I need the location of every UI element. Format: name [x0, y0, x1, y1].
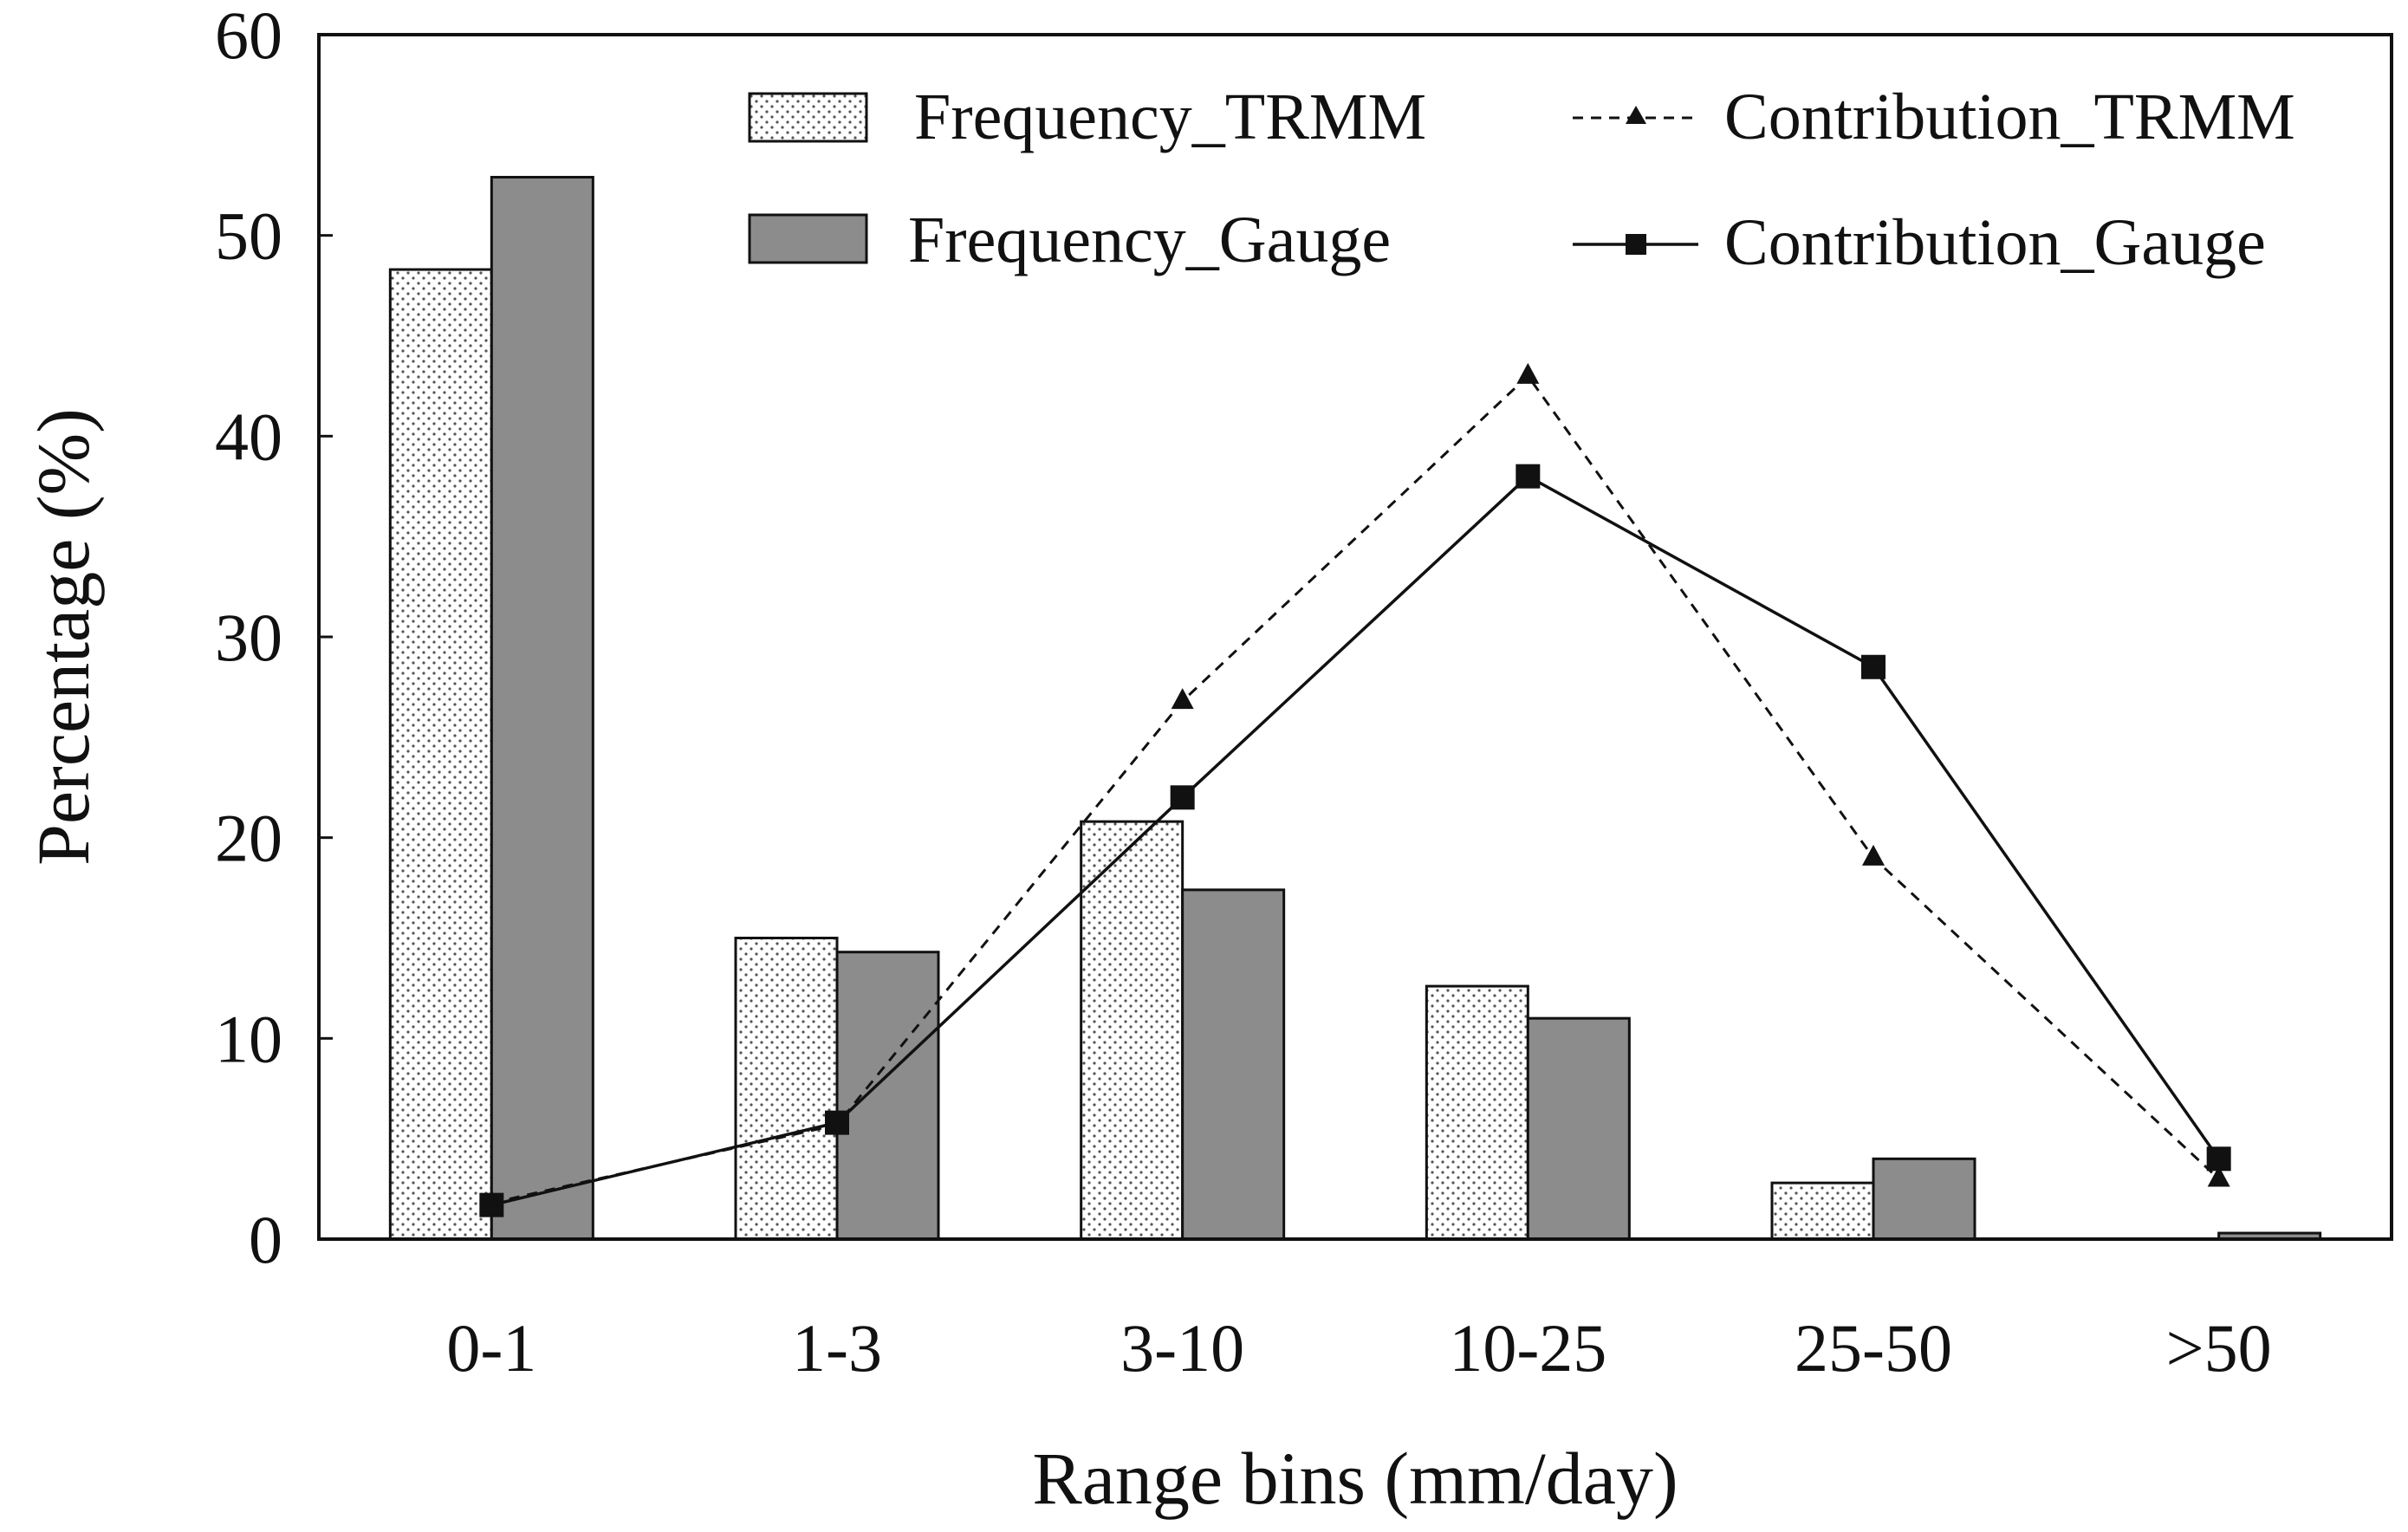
bar-frequency-gauge-3-10 [1181, 888, 1286, 1241]
legend-marker-triangle [1626, 106, 1646, 124]
bar-frequency-trmm-10-25 [1425, 984, 1529, 1241]
x-tick-label: 3-10 [1120, 1310, 1244, 1386]
legend: Frequency_TRMM Frequency_Gauge Contribut… [748, 81, 2295, 279]
bar-frequency-gauge-0-1 [490, 175, 594, 1241]
x-tick-label: 1-3 [792, 1310, 882, 1386]
legend-item-frequency-trmm: Frequency_TRMM [748, 81, 1426, 153]
x-tick-label: >50 [2166, 1310, 2272, 1386]
y-tick-label: 60 [215, 0, 282, 73]
bar-frequency-gauge-10-25 [1526, 1016, 1631, 1241]
y-tick-label: 40 [215, 399, 282, 474]
lines-layer [479, 362, 2231, 1217]
bar-frequency-gauge-1-3 [835, 951, 940, 1241]
marker-contribution-trmm-50 [2207, 1165, 2230, 1187]
y-tick-label: 0 [249, 1202, 282, 1277]
legend-swatch-frequency-trmm [748, 92, 868, 143]
legend-label-frequency-gauge: Frequency_Gauge [908, 204, 1391, 276]
marker-contribution-gauge-25-50 [1861, 654, 1886, 679]
x-axis-title: Range bins (mm/day) [1032, 1437, 1678, 1520]
legend-item-contribution-gauge: Contribution_Gauge [1573, 206, 2266, 279]
legend-swatch-frequency-gauge [748, 213, 868, 264]
marker-contribution-trmm-3-10 [1171, 688, 1194, 710]
y-tick-label: 20 [215, 801, 282, 876]
y-tick-label: 50 [215, 198, 282, 274]
legend-label-contribution-gauge: Contribution_Gauge [1724, 206, 2266, 279]
marker-contribution-gauge-0-1 [479, 1192, 504, 1217]
y-axis-ticks: 0 10 20 30 40 50 60 [215, 0, 333, 1277]
x-tick-label: 25-50 [1795, 1310, 1952, 1386]
x-tick-label: 0-1 [446, 1310, 536, 1386]
marker-contribution-gauge-1-3 [825, 1110, 849, 1135]
legend-label-frequency-trmm: Frequency_TRMM [914, 81, 1426, 153]
y-tick-label: 30 [215, 600, 282, 675]
y-axis-title: Percentage (%) [22, 408, 105, 866]
legend-marker-square [1626, 234, 1646, 255]
marker-contribution-gauge-50 [2206, 1146, 2231, 1172]
bar-frequency-trmm-1-3 [734, 937, 839, 1241]
marker-contribution-trmm-10-25 [1516, 362, 1540, 384]
bars-layer [388, 175, 2322, 1241]
line-contribution-gauge [490, 474, 2221, 1207]
legend-item-contribution-trmm: Contribution_TRMM [1573, 81, 2295, 153]
bar-frequency-trmm-0-1 [388, 268, 493, 1241]
legend-label-contribution-trmm: Contribution_TRMM [1724, 81, 2295, 153]
x-tick-label: 10-25 [1449, 1310, 1606, 1386]
bar-frequency-trmm-25-50 [1770, 1181, 1875, 1241]
legend-item-frequency-gauge: Frequency_Gauge [748, 204, 1391, 276]
bar-frequency-trmm-3-10 [1080, 820, 1185, 1241]
x-axis-labels: 0-1 1-3 3-10 10-25 25-50 >50 [446, 1310, 2271, 1386]
marker-contribution-gauge-3-10 [1170, 785, 1195, 810]
bar-frequency-gauge-25-50 [1872, 1157, 1976, 1241]
marker-contribution-gauge-10-25 [1516, 464, 1541, 489]
marker-contribution-trmm-25-50 [1862, 844, 1885, 866]
y-tick-label: 10 [215, 1001, 282, 1076]
